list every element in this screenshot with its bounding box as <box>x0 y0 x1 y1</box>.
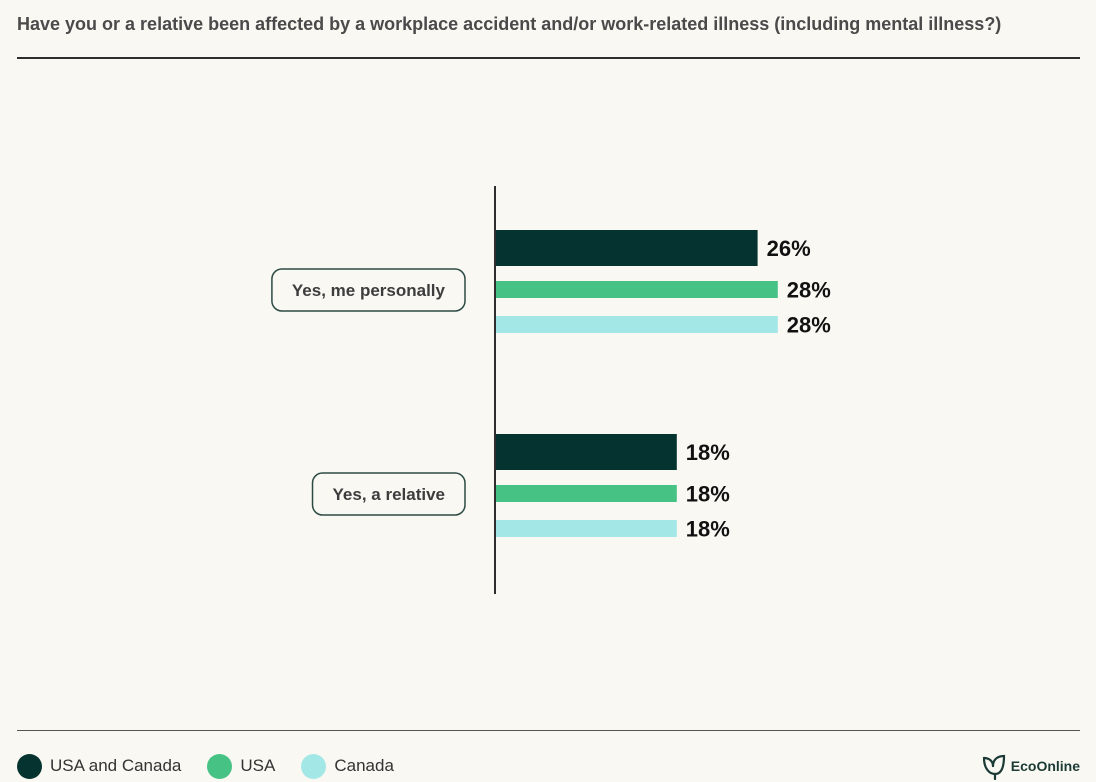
bar-3-cat-2 <box>495 520 677 537</box>
legend-swatch <box>207 753 233 779</box>
brand-name: EcoOnline <box>1010 758 1080 774</box>
value-label: 28% <box>787 313 831 338</box>
legend-label: USA and Canada <box>50 756 182 775</box>
value-label: 18% <box>686 482 730 507</box>
leaf-logo-icon <box>982 754 1005 780</box>
category-label-box <box>311 472 466 516</box>
value-label: 18% <box>686 517 730 542</box>
category-label-box <box>271 268 466 312</box>
category-label: Yes, me personally <box>292 281 446 300</box>
legend-item-canada: Canada <box>301 753 394 779</box>
bar-1-cat-1 <box>495 230 758 266</box>
ecoonline-logo: EcoOnline <box>981 752 1080 780</box>
legend-label: USA <box>240 756 276 775</box>
legend-swatch <box>301 753 327 779</box>
legend-swatch <box>17 753 42 779</box>
bar-1-cat-2 <box>495 434 677 470</box>
legend-item-usa: USA <box>207 753 276 779</box>
bar-2-cat-2 <box>495 485 677 502</box>
legend-item-usa-and-canada: USA and Canada <box>17 753 182 779</box>
bar-3-cat-1 <box>495 316 778 333</box>
value-label: 18% <box>686 440 730 465</box>
bar-chart: 26% 28% 28% Yes, me personally 18% 18% 18% Yes,… <box>271 186 831 594</box>
value-label: 26% <box>767 236 811 261</box>
bar-2-cat-1 <box>495 281 778 298</box>
value-label: 28% <box>787 278 831 303</box>
category-label: Yes, a relative <box>333 485 445 504</box>
legend-label: Canada <box>334 756 394 775</box>
title-divider <box>17 57 1080 59</box>
chart-title: Have you or a relative been affected by … <box>17 14 1002 34</box>
chart-legend: USA and Canada USA Canada <box>17 753 420 779</box>
footer-divider <box>17 730 1080 731</box>
